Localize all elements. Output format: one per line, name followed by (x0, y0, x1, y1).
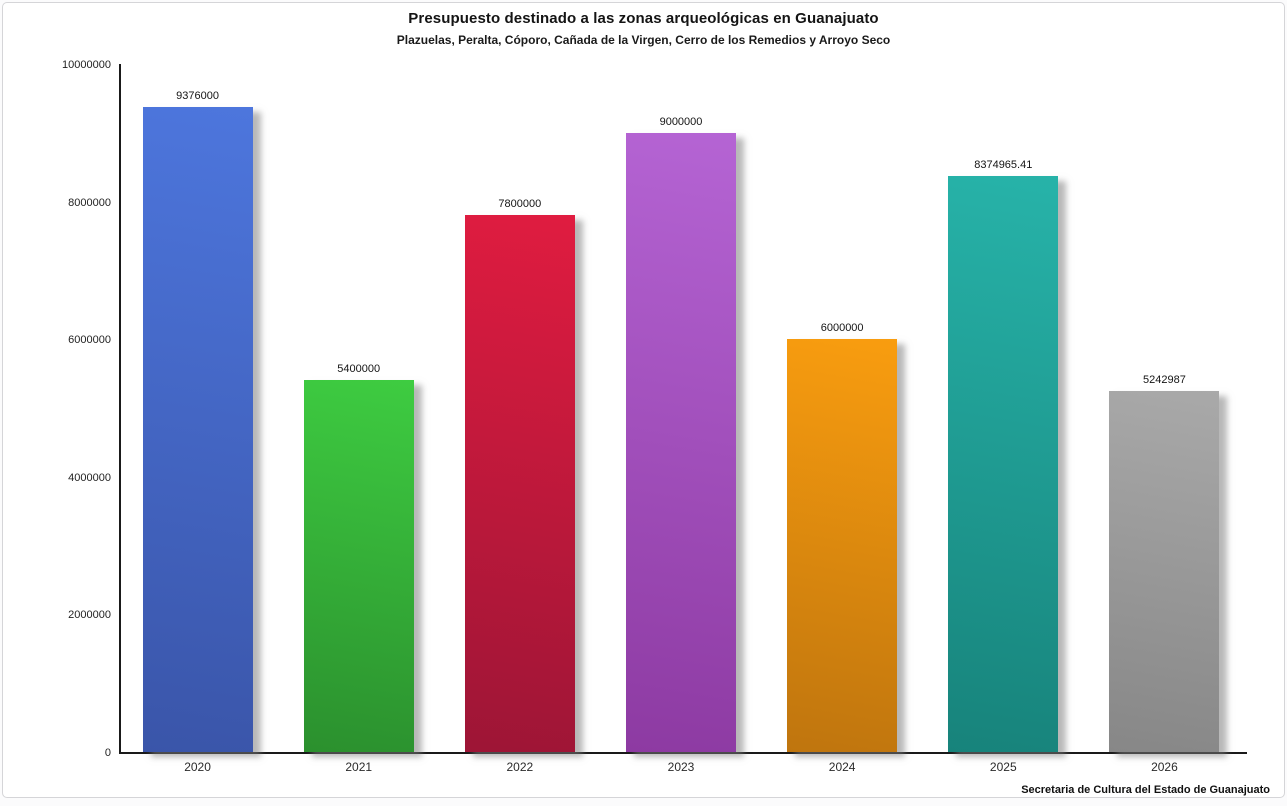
x-axis-tick-label: 2023 (667, 760, 695, 774)
x-axis-tick-label: 2021 (345, 760, 373, 774)
bar-2026 (1109, 391, 1220, 752)
bar-value-label: 8374965.41 (974, 158, 1033, 171)
x-axis-tick-label: 2024 (828, 760, 856, 774)
y-axis-tick-label: 6000000 (68, 334, 111, 347)
x-axis-tick-label: 2022 (506, 760, 534, 774)
bar-2024 (787, 339, 898, 752)
bar-2020 (142, 106, 253, 752)
bar-2025 (948, 175, 1059, 752)
source-credit: Secretaria de Cultura del Estado de Guan… (1021, 784, 1270, 796)
bar-value-label: 6000000 (820, 322, 864, 335)
y-axis-tick-label: 0 (104, 747, 111, 759)
chart-subtitle: Plazuelas, Peralta, Cóporo, Cañada de la… (396, 33, 891, 47)
bar-value-label: 5400000 (337, 363, 381, 376)
bar-value-label: 5242987 (1143, 374, 1186, 387)
bar-value-label: 9000000 (659, 115, 703, 128)
y-axis-tick-label: 10000000 (62, 59, 111, 71)
bar-value-label: 7800000 (498, 198, 542, 211)
bar-2022 (464, 215, 575, 752)
chart-title: Presupuesto destinado a las zonas arqueo… (408, 10, 879, 27)
x-axis-tick-label: 2020 (184, 760, 211, 774)
bar-2023 (626, 132, 736, 752)
y-axis-tick-label: 4000000 (68, 471, 111, 484)
x-axis-line (119, 752, 1247, 754)
x-axis-tick-label: 2026 (1151, 760, 1178, 774)
bar-value-label: 9376000 (176, 89, 219, 102)
y-axis-tick-label: 8000000 (68, 196, 111, 209)
y-axis-line (119, 64, 121, 754)
x-axis-tick-label: 2025 (989, 760, 1017, 774)
y-axis-tick-label: 2000000 (68, 609, 111, 622)
bar-2021 (303, 380, 414, 752)
